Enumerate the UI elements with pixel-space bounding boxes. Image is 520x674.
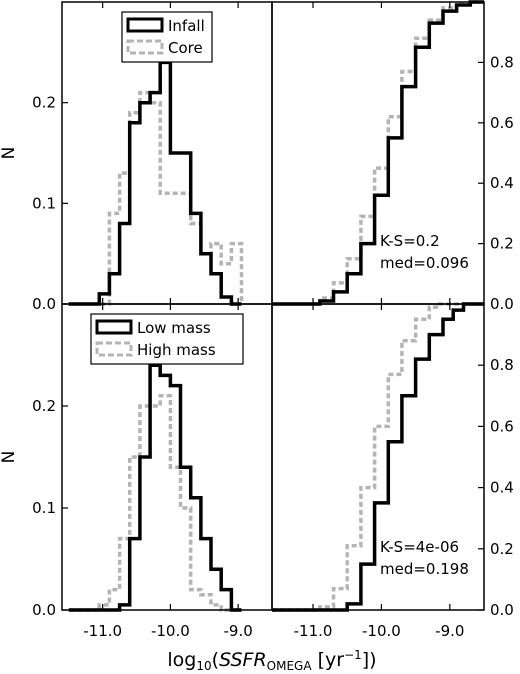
series-line-low-mass-bottom-left bbox=[68, 363, 242, 612]
plot-layer bbox=[68, 0, 484, 612]
ks-annotation-bottom-right-1: med=0.198 bbox=[380, 560, 469, 578]
y-tick-label-top-right-4: 0.8 bbox=[490, 53, 514, 71]
xlabel-sup: −1 bbox=[344, 648, 362, 662]
y-tick-label-bottom-right-4: 0.8 bbox=[490, 356, 514, 374]
xlabel-sub: 10 bbox=[196, 659, 211, 673]
y-tick-label-top-right-0: 0.0 bbox=[490, 295, 514, 313]
ks-annotation-bottom-right-0: K-S=4e-06 bbox=[380, 538, 459, 556]
series-line-high-mass-bottom-right bbox=[272, 302, 484, 612]
xlabel-open: ( bbox=[212, 649, 219, 671]
legend-swatch-top-left-0 bbox=[126, 17, 164, 33]
y-tick-label-bottom-right-2: 0.4 bbox=[490, 479, 514, 497]
legend-swatch-bottom-left-0 bbox=[95, 319, 133, 335]
legend-box-top-left bbox=[121, 11, 213, 63]
series-line-infall-top-right bbox=[272, 0, 484, 306]
y-tick-label-bottom-right-3: 0.6 bbox=[490, 417, 514, 435]
x-tick-label-bottom-left-1: -10.0 bbox=[151, 622, 190, 640]
y-tick-label-bottom-left-0: 0.0 bbox=[32, 601, 56, 619]
ks-annotation-top-right-0: K-S=0.2 bbox=[380, 232, 440, 250]
series-line-high-mass-bottom-left bbox=[68, 394, 242, 612]
y-tick-label-bottom-left-2: 0.2 bbox=[32, 397, 56, 415]
series-line-core-top-left bbox=[68, 90, 244, 306]
legend-label-top-left-1: Core bbox=[168, 39, 203, 57]
axes-frame-bottom-right bbox=[271, 303, 485, 611]
y-tick-label-bottom-right-1: 0.2 bbox=[490, 540, 514, 558]
x-tick-label-bottom-left-2: -9.0 bbox=[223, 622, 252, 640]
x-tick-label-bottom-left-0: -11.0 bbox=[83, 622, 122, 640]
xlabel-var: SSFR bbox=[219, 649, 267, 671]
y-tick-label-top-left-2: 0.2 bbox=[32, 94, 56, 112]
y-tick-label-bottom-left-1: 0.1 bbox=[32, 499, 56, 517]
y-tick-label-top-right-3: 0.6 bbox=[490, 114, 514, 132]
x-tick-label-bottom-right-2: -9.0 bbox=[435, 622, 464, 640]
series-line-low-mass-bottom-right bbox=[272, 302, 484, 612]
y-tick-label-top-left-0: 0.0 bbox=[32, 295, 56, 313]
x-axis-label: log10(SSFROMEGA [yr−1]) bbox=[167, 648, 376, 673]
y-tick-label-top-right-1: 0.2 bbox=[490, 235, 514, 253]
legend-swatch-top-left-1 bbox=[126, 39, 164, 55]
y-axis-label-bottom-left: N bbox=[0, 451, 19, 464]
xlabel-var-sub: OMEGA bbox=[267, 659, 313, 673]
x-tick-label-bottom-right-0: -11.0 bbox=[294, 622, 333, 640]
y-tick-label-bottom-right-0: 0.0 bbox=[490, 601, 514, 619]
x-tick-label-bottom-right-1: -10.0 bbox=[362, 622, 401, 640]
frame-layer bbox=[61, 1, 485, 611]
xlabel-close: ]) bbox=[362, 649, 377, 671]
legend-label-bottom-left-1: High mass bbox=[137, 341, 216, 359]
y-axis-label-top-left: N bbox=[0, 147, 19, 160]
y-tick-label-top-left-1: 0.1 bbox=[32, 194, 56, 212]
xlabel-prefix: log bbox=[167, 649, 196, 671]
y-tick-label-top-right-2: 0.4 bbox=[490, 174, 514, 192]
legend-label-bottom-left-0: Low mass bbox=[137, 319, 211, 337]
ks-annotation-top-right-1: med=0.096 bbox=[380, 254, 469, 272]
legend-label-top-left-0: Infall bbox=[168, 17, 205, 35]
text-layer: 0.0 0.1 0.2 N Infall Core 0.0 0.2 0.4 0.6 0.8 K-S=0… bbox=[0, 17, 514, 640]
xlabel-unit: [yr bbox=[312, 649, 345, 671]
series-line-infall-top-left bbox=[68, 60, 242, 306]
legend-swatch-bottom-left-1 bbox=[95, 341, 133, 357]
